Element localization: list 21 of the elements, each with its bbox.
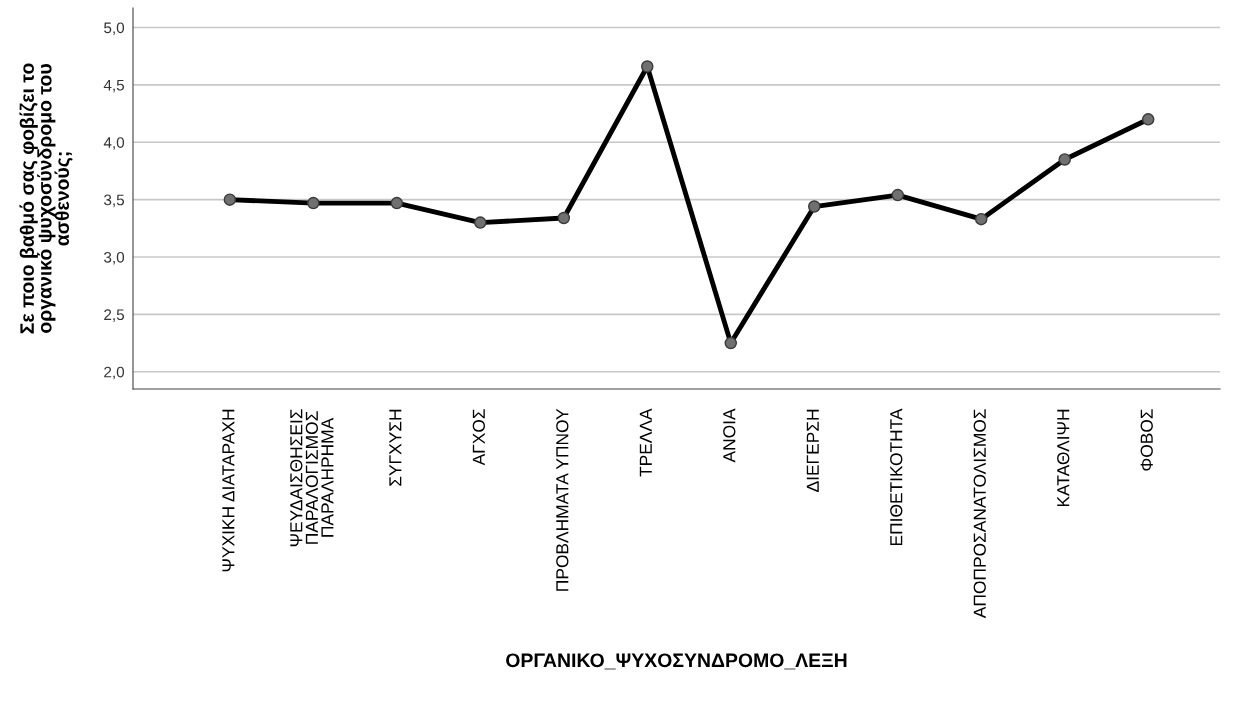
y-tick-label: 4,0 (103, 137, 125, 150)
y-tick-label: 3,5 (104, 194, 125, 208)
y-tick-label: 2,0 (104, 366, 125, 380)
x-tick-label: ΑΓΧΟΣ (472, 409, 485, 466)
x-tick-label: ΨΕΥΔΑΙΣΘΗΣΕΙΣ ΠΑΡΑΛΟΓΙΣΜΟΣ ΠΑΡΑΛΗΡΗΜΑ (290, 409, 334, 547)
x-tick-label: ΑΝΟΙΑ (723, 408, 736, 463)
x-tick-label: ΠΡΟΒΛΗΜΑΤΑ ΥΠΝΟΥ (556, 408, 569, 591)
y-axis-title: Σε ποιο βαθμό σας φοβίζει το οργανικό ψυχοσύνδρομο του ασθενούς; (19, 63, 73, 334)
x-tick-label: ΤΡΕΛΛΑ (639, 408, 652, 477)
y-tick-label: 3,0 (104, 251, 125, 265)
x-tick-label: ΦΟΒΟΣ (1140, 409, 1153, 471)
x-axis-title: ΟΡΓΑΝΙΚΟ_ΨΥΧΟΣΥΝΔΡΟΜΟ_ΛΕΞΗ (506, 653, 847, 670)
x-tick-label: ΔΙΕΓΕΡΣΗ (806, 409, 819, 492)
x-tick-label: ΚΑΤΑΘΛΙΨΗ (1057, 409, 1070, 507)
y-tick-label: 4,5 (103, 79, 125, 93)
y-tick-label: 5,0 (104, 22, 125, 35)
x-tick-label: ΣΥΓΧΥΣΗ (389, 409, 402, 486)
y-tick-label: 2,5 (104, 309, 125, 322)
x-tick-label: ΨΥΧΙΚΗ ΔΙΑΤΑΡΑΧΗ (222, 409, 235, 572)
x-tick-label: ΕΠΙΘΕΤΙΚΟΤΗΤΑ (890, 408, 903, 546)
x-tick-label: ΑΠΟΠΡΟΣΑΝΑΤΟΛΙΣΜΟΣ (973, 409, 986, 619)
